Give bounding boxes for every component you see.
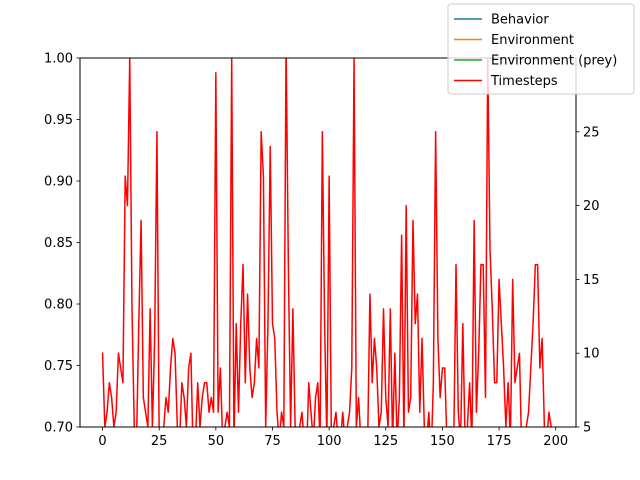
y-tick-label: 1.00 <box>44 52 73 67</box>
axes: 0 25 50 75 100 125 150 175 200 0.70 0.75 0.80 0.85 0.… <box>44 52 600 450</box>
y-tick-label: 0.85 <box>44 236 73 251</box>
x-tick-label: 25 <box>151 434 168 449</box>
legend-label: Environment <box>491 33 574 48</box>
x-tick-label: 50 <box>208 434 225 449</box>
y-tick-label: 0.80 <box>44 298 73 313</box>
y-tick-label: 0.95 <box>44 113 73 128</box>
y-tick-label: 0.90 <box>44 175 73 190</box>
legend-label: Behavior <box>491 13 549 28</box>
y-tick-label: 0.75 <box>44 359 73 374</box>
legend-box <box>447 3 635 95</box>
plot-area <box>101 58 552 427</box>
y-tick-label: 0.70 <box>44 421 73 436</box>
x-tick-label: 175 <box>487 434 512 449</box>
y2-tick-label: 25 <box>583 125 600 140</box>
x-tick-label: 200 <box>543 434 568 449</box>
x-tick-label: 0 <box>98 434 106 449</box>
series-line-timesteps <box>101 58 552 427</box>
y2-tick-label: 5 <box>583 421 591 436</box>
x-tick-label: 100 <box>317 434 342 449</box>
legend-label: Environment (prey) <box>491 54 617 69</box>
y2-tick-label: 20 <box>583 199 600 214</box>
y2-tick-label: 15 <box>583 273 600 288</box>
legend-label: Timesteps <box>490 74 558 89</box>
x-tick-label: 150 <box>430 434 455 449</box>
y2-tick-label: 10 <box>583 347 600 362</box>
x-tick-label: 125 <box>373 434 398 449</box>
x-tick-label: 75 <box>264 434 281 449</box>
legend: Behavior Environment Environment (prey) Tim… <box>447 3 635 95</box>
